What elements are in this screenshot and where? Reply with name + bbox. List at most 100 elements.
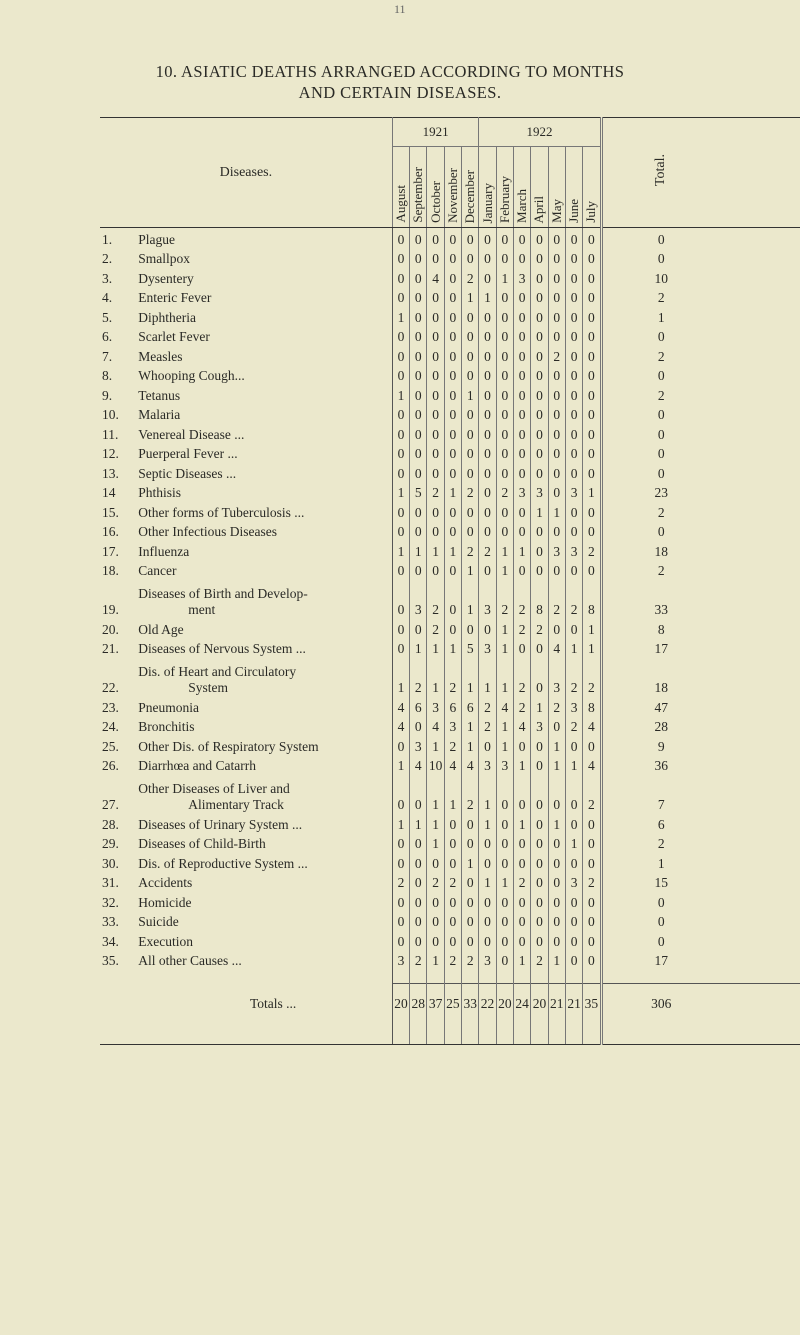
- month-value: 2: [582, 871, 602, 891]
- disease-name: Whooping Cough...: [138, 365, 392, 385]
- month-value: 0: [582, 227, 602, 248]
- month-value: 0: [409, 267, 427, 287]
- disease-name: Diarrhœa and Catarrh: [138, 755, 392, 775]
- month-value: 0: [547, 442, 566, 462]
- month-value: 1: [426, 832, 445, 852]
- month-value: 2: [495, 481, 514, 501]
- month-value: 0: [461, 325, 479, 345]
- month-value: 0: [409, 520, 427, 540]
- month-value: 1: [409, 637, 427, 657]
- disease-name: Other forms of Tuberculosis ...: [138, 501, 392, 521]
- month-value: 1: [461, 715, 479, 735]
- month-value: 0: [426, 852, 445, 872]
- month-value: 3: [478, 754, 497, 774]
- month-value: 1: [391, 657, 410, 696]
- month-value: 0: [443, 247, 462, 267]
- month-value: 0: [461, 306, 479, 326]
- total-header: Total.: [599, 117, 800, 228]
- month-total: 20: [495, 983, 514, 1024]
- month-value: 0: [443, 891, 462, 911]
- month-value: 0: [564, 384, 583, 404]
- row-total: 17: [599, 637, 800, 657]
- month-value: 1: [530, 696, 549, 716]
- disease-name: Suicide: [138, 911, 392, 931]
- month-value: 0: [564, 910, 583, 930]
- month-value: 0: [547, 403, 566, 423]
- row-number: 15.: [102, 504, 119, 520]
- month-value: 0: [564, 227, 583, 248]
- disease-label: Execution: [138, 933, 194, 949]
- month-label: May: [548, 199, 564, 223]
- disease-name: All other Causes ...: [138, 950, 392, 970]
- month-value: 0: [495, 930, 514, 950]
- month-header-april: April: [530, 146, 549, 228]
- month-value: 0: [461, 910, 479, 930]
- month-value: 0: [391, 247, 410, 267]
- table-row: 29. Diseases of Child-Birth 0 0 1 0 0 0 0 0 0 0 1 0 2: [100, 832, 800, 852]
- month-header-november: November: [443, 146, 462, 228]
- month-total: 20: [391, 983, 410, 1024]
- month-value: 0: [391, 520, 410, 540]
- row-number: 8.: [102, 368, 113, 383]
- month-value: 0: [409, 871, 427, 891]
- month-value: 1: [547, 754, 566, 774]
- month-value: 0: [443, 832, 462, 852]
- row-total: 2: [599, 384, 800, 404]
- table-row: 20. Old Age 0 0 2 0 0 0 1 2 2 0 0 1 8: [100, 618, 800, 638]
- disease-label: Bronchitis: [138, 719, 195, 734]
- month-value: 0: [443, 325, 462, 345]
- month-value: 1: [426, 774, 445, 813]
- table-row: 3. Dysentery 0 0 4 0 2 0 1 3 0 0 0 0 10: [100, 267, 800, 287]
- month-value: 2: [478, 696, 497, 716]
- row-number: 17.: [102, 543, 119, 559]
- month-value: 2: [564, 657, 583, 696]
- month-value: 0: [391, 364, 410, 384]
- month-value: 0: [391, 579, 410, 618]
- table-row: 12. Puerperal Fever ... 0 0 0 0 0 0 0 0 0 0 0 0 0: [100, 442, 800, 463]
- row-number: 10.: [102, 407, 119, 422]
- disease-label: Dis. of Reproductive System ...: [138, 855, 308, 871]
- month-value: 1: [391, 384, 410, 404]
- month-value: 0: [564, 403, 583, 423]
- month-value: 0: [391, 930, 410, 950]
- month-value: 1: [426, 813, 445, 833]
- disease-name: Influenza: [138, 540, 392, 560]
- month-value: 0: [461, 345, 479, 365]
- month-value: 0: [478, 501, 497, 521]
- disease-name: Puerperal Fever ...: [138, 443, 392, 463]
- row-number: 25.: [102, 738, 119, 754]
- disease-label-continued: Alimentary Track: [188, 797, 284, 812]
- month-value: 0: [391, 774, 410, 813]
- month-value: 0: [495, 891, 514, 911]
- month-value: 4: [391, 715, 410, 735]
- month-value: 0: [461, 462, 479, 482]
- row-number: 16.: [102, 524, 119, 539]
- month-value: 0: [426, 462, 445, 482]
- month-value: 0: [512, 442, 531, 462]
- disease-name: Cancer: [138, 560, 392, 580]
- table-row: 35. All other Causes ... 3 2 1 2 2 3 0 1 2 1 0 0 17: [100, 949, 800, 970]
- disease-label: Dis. of Heart and Circulatory: [138, 664, 297, 679]
- month-value: 0: [547, 559, 566, 579]
- month-value: 0: [443, 442, 462, 462]
- month-value: 0: [478, 423, 497, 443]
- row-total: 6: [599, 813, 800, 833]
- row-number: 6.: [102, 329, 113, 344]
- month-value: 0: [547, 325, 566, 345]
- month-value: 0: [409, 423, 427, 443]
- table-row: 32. Homicide 0 0 0 0 0 0 0 0 0 0 0 0 0: [100, 891, 800, 911]
- month-value: 0: [495, 306, 514, 326]
- month-value: 0: [582, 423, 602, 443]
- month-value: 0: [409, 306, 427, 326]
- month-value: 0: [582, 852, 602, 872]
- month-value: 0: [478, 735, 497, 755]
- month-value: 0: [443, 559, 462, 579]
- row-total: 0: [599, 442, 800, 462]
- month-label: October: [427, 181, 443, 223]
- disease-label: Suicide: [138, 914, 179, 929]
- month-value: 0: [530, 852, 549, 872]
- month-value: 0: [564, 345, 583, 365]
- month-value: 0: [530, 423, 549, 443]
- row-number: 28.: [102, 816, 119, 832]
- table-row: 1. Plague 0 0 0 0 0 0 0 0 0 0 0 0 0: [100, 227, 800, 248]
